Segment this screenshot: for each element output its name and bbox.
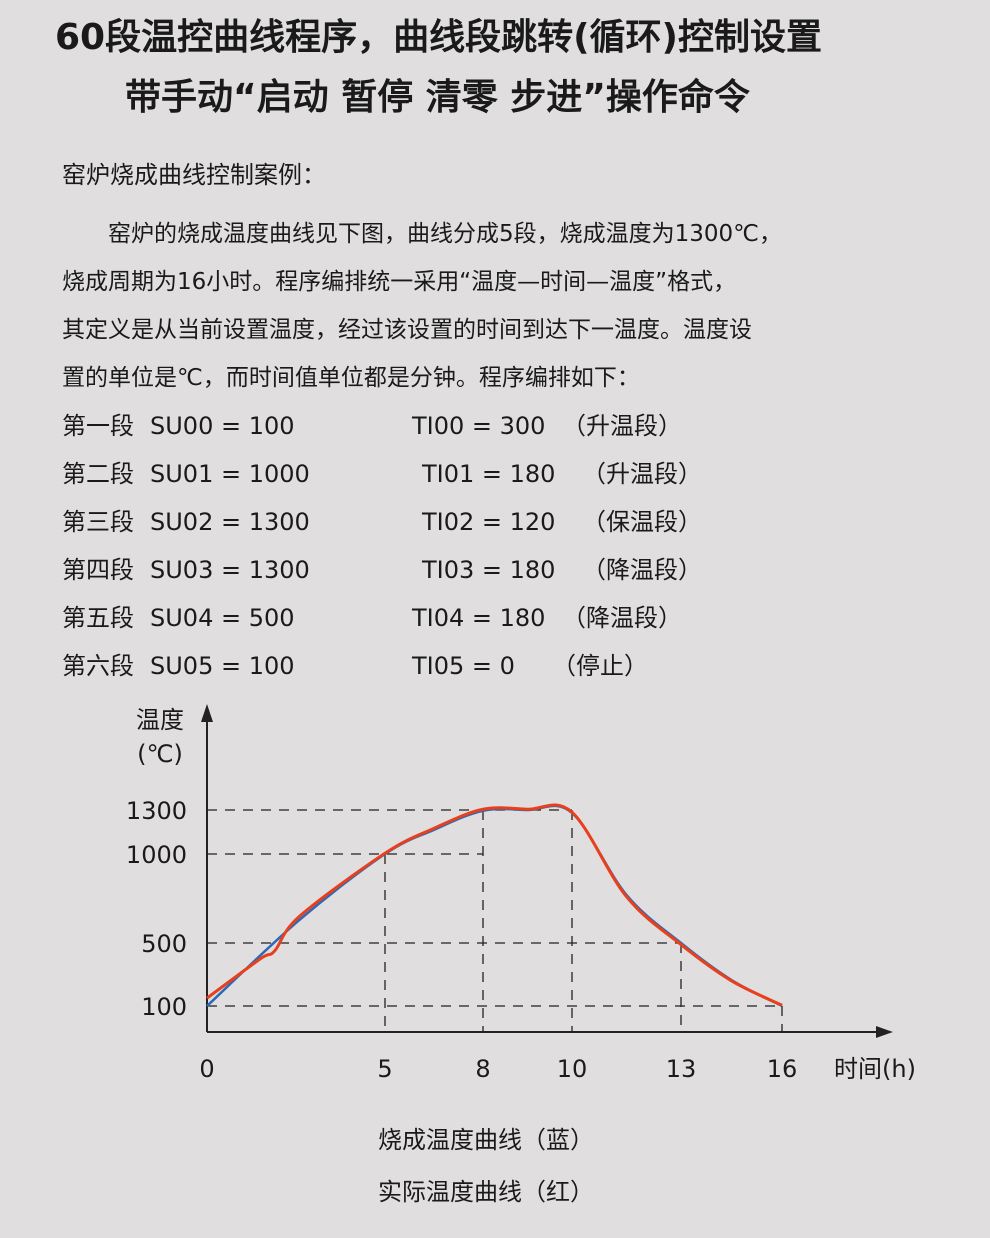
program-note: （降温段） (582, 556, 702, 584)
program-seg: 第五段 (62, 604, 134, 632)
program-su: SU05 = 100 (150, 652, 295, 680)
program-row: 第六段 SU05 = 100 TI05 = 0 （停止） (62, 642, 702, 690)
program-seg: 第六段 (62, 652, 134, 680)
x-axis-arrow-icon (876, 1026, 893, 1038)
page-title: 60段温控曲线程序，曲线段跳转(循环)控制设置 (55, 17, 823, 58)
program-list: 第一段 SU00 = 100 TI00 = 300 （升温段） 第二段 SU01 = 10… (62, 402, 702, 690)
program-note: （升温段） (582, 460, 702, 488)
section-title: 窑炉烧成曲线控制案例： (62, 161, 326, 189)
series-line-actual (206, 803, 783, 1007)
program-ti: TI01 = 180 (422, 460, 556, 488)
y-tick-label: 500 (141, 930, 187, 958)
y-axis-arrow-icon (201, 704, 213, 722)
program-su: SU01 = 1000 (150, 460, 310, 488)
program-note: （保温段） (582, 508, 702, 536)
program-note: （停止） (552, 652, 648, 680)
legend-red: 实际温度曲线（红） (378, 1178, 594, 1206)
program-ti: TI02 = 120 (422, 508, 556, 536)
y-axis-unit: (℃) (137, 740, 183, 768)
program-su: SU00 = 100 (150, 412, 295, 440)
x-tick-label: 8 (475, 1055, 490, 1083)
x-tick-label: 5 (377, 1055, 392, 1083)
program-seg: 第四段 (62, 556, 134, 584)
program-ti: TI03 = 180 (422, 556, 556, 584)
program-ti: TI00 = 300 (412, 412, 546, 440)
program-su: SU03 = 1300 (150, 556, 310, 584)
program-note: （降温段） (562, 604, 682, 632)
program-row: 第四段 SU03 = 1300 TI03 = 180 （降温段） (62, 546, 702, 594)
x-tick-label: 0 (199, 1055, 214, 1083)
y-tick-label: 1300 (126, 797, 187, 825)
series-line-target (206, 804, 783, 1008)
description: 窑炉的烧成温度曲线见下图，曲线分成5段，烧成温度为1300℃， 烧成周期为16小… (62, 210, 902, 402)
legend-blue: 烧成温度曲线（蓝） (378, 1126, 594, 1154)
program-ti: TI04 = 180 (412, 604, 546, 632)
program-su: SU04 = 500 (150, 604, 295, 632)
paragraph-line: 烧成周期为16小时。程序编排统一采用“温度—时间—温度”格式， (62, 269, 737, 295)
paragraph-line: 置的单位是℃，而时间值单位都是分钟。程序编排如下： (62, 365, 640, 391)
y-tick-label: 1000 (126, 841, 187, 869)
program-note: （升温段） (562, 412, 682, 440)
x-tick-label: 13 (666, 1055, 697, 1083)
program-row: 第三段 SU02 = 1300 TI02 = 120 （保温段） (62, 498, 702, 546)
x-tick-label: 10 (557, 1055, 588, 1083)
program-row: 第五段 SU04 = 500 TI04 = 180 （降温段） (62, 594, 702, 642)
paragraph-line: 其定义是从当前设置温度，经过该设置的时间到达下一温度。温度设 (62, 317, 752, 343)
program-seg: 第二段 (62, 460, 134, 488)
program-row: 第一段 SU00 = 100 TI00 = 300 （升温段） (62, 402, 702, 450)
paragraph-line: 窑炉的烧成温度曲线见下图，曲线分成5段，烧成温度为1300℃， (62, 221, 782, 247)
program-ti: TI05 = 0 (412, 652, 515, 680)
program-row: 第二段 SU01 = 1000 TI01 = 180 （升温段） (62, 450, 702, 498)
x-axis-label: 时间(h) (834, 1055, 916, 1083)
program-seg: 第一段 (62, 412, 134, 440)
y-tick-label: 100 (141, 993, 187, 1021)
y-axis-label: 温度 (136, 706, 184, 734)
page-subtitle: 带手动“启动 暂停 清零 步进”操作命令 (125, 77, 750, 118)
program-su: SU02 = 1300 (150, 508, 310, 536)
x-tick-label: 16 (767, 1055, 798, 1083)
program-seg: 第三段 (62, 508, 134, 536)
